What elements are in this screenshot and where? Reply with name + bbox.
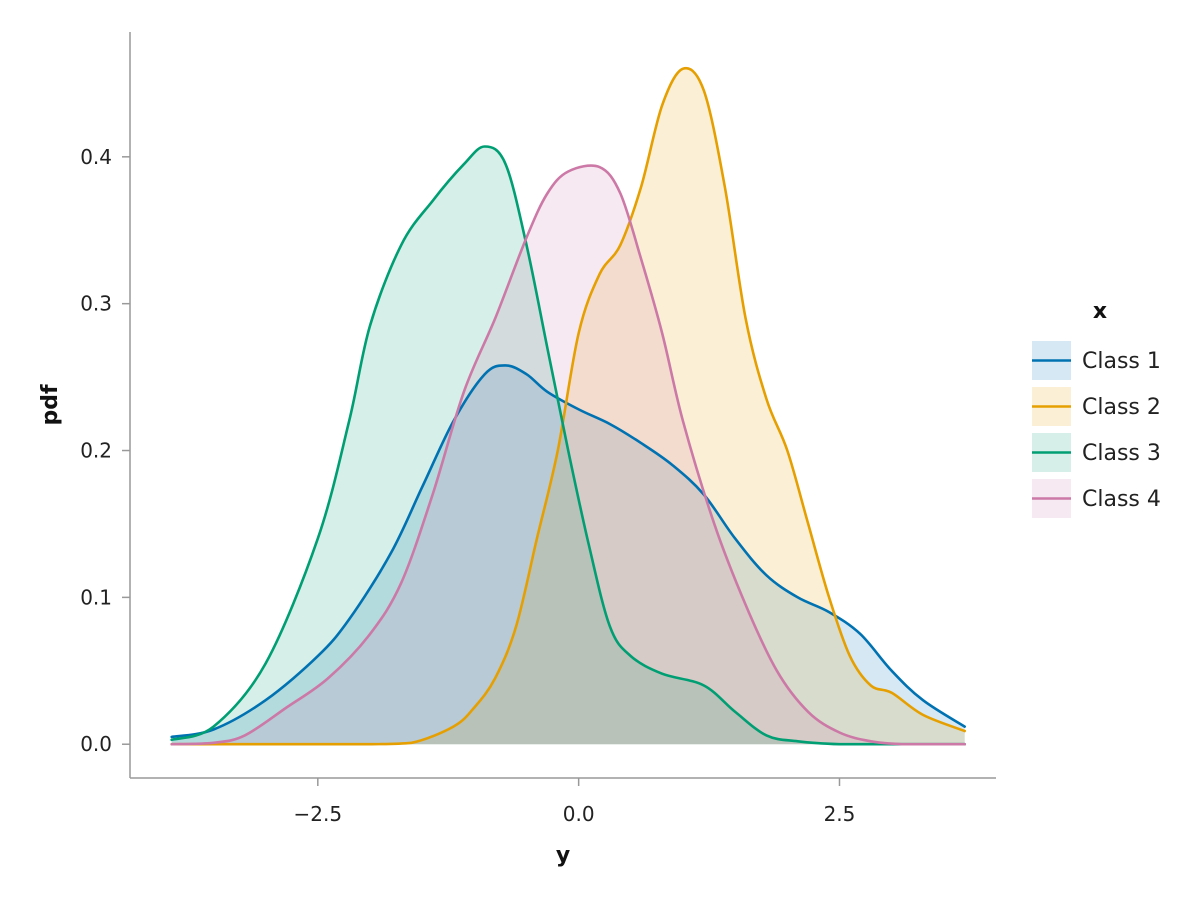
class-4-legend-label: Class 4 bbox=[1082, 487, 1161, 512]
y-axis-title: pdf bbox=[38, 384, 63, 425]
class-2-legend-label: Class 2 bbox=[1082, 395, 1161, 420]
legend-title: x bbox=[1093, 299, 1107, 324]
class-2-density-line bbox=[170, 66, 966, 746]
legend-item-class-2: Class 2 bbox=[1032, 387, 1161, 426]
legend-items: Class 1 Class 2 Class 3 Class 4 bbox=[1032, 341, 1161, 518]
x-tick-label: 0.0 bbox=[563, 802, 595, 826]
x-axis-title: y bbox=[556, 843, 570, 868]
x-tick-label: 2.5 bbox=[824, 802, 856, 826]
density-lines bbox=[170, 66, 966, 746]
y-tick-label: 0.2 bbox=[80, 439, 112, 463]
legend-item-class-4: Class 4 bbox=[1032, 479, 1161, 518]
y-tick-label: 0.1 bbox=[80, 585, 112, 609]
y-tick-label: 0.4 bbox=[80, 145, 112, 169]
class-3-density-fill bbox=[171, 146, 965, 745]
class-1-density-line bbox=[170, 364, 966, 739]
class-3-legend-label: Class 3 bbox=[1082, 441, 1161, 466]
y-ticks: 0.0 0.1 0.2 0.3 0.4 bbox=[80, 145, 130, 756]
class-3-density-line bbox=[170, 145, 966, 746]
legend: x Class 1 Class 2 Class 3 Class 4 bbox=[1032, 299, 1161, 518]
class-1-legend-label: Class 1 bbox=[1082, 349, 1161, 374]
y-tick-label: 0.3 bbox=[80, 292, 112, 316]
class-4-density-line bbox=[170, 164, 966, 746]
x-tick-label: −2.5 bbox=[294, 802, 343, 826]
y-tick-label: 0.0 bbox=[80, 732, 112, 756]
axes: −2.5 0.0 2.5 0.0 0.1 0.2 0.3 0.4 y pdf bbox=[38, 32, 996, 868]
legend-item-class-1: Class 1 bbox=[1032, 341, 1161, 380]
legend-item-class-3: Class 3 bbox=[1032, 433, 1161, 472]
x-ticks: −2.5 0.0 2.5 bbox=[294, 778, 856, 826]
